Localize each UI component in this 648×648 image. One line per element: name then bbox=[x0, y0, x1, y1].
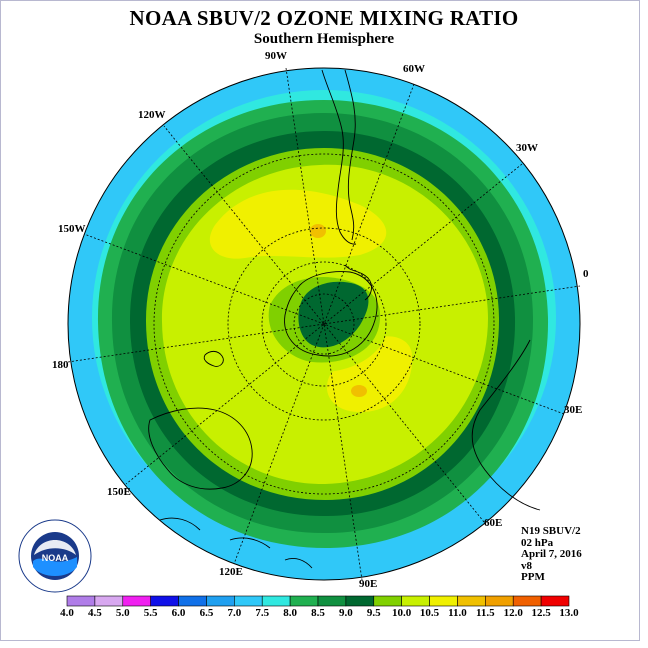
lon-label-120w: 120W bbox=[138, 109, 166, 121]
colorbar-tick-label: 7.0 bbox=[227, 607, 242, 619]
colorbar-swatch bbox=[345, 595, 375, 607]
colorbar-swatch bbox=[178, 595, 207, 607]
meridian-60e-120w bbox=[163, 125, 485, 523]
band-10.5-west bbox=[209, 189, 387, 259]
meridian-30w-150e bbox=[125, 163, 523, 485]
colorbar-tick-label: 6.5 bbox=[199, 607, 214, 619]
lon-label-120e: 120E bbox=[219, 566, 243, 578]
colorbar-swatch bbox=[457, 595, 486, 607]
lon-label-30e: 30E bbox=[564, 404, 583, 416]
indonesia-islands bbox=[159, 517, 313, 569]
colorbar-swatch bbox=[512, 595, 542, 607]
colorbar-swatch bbox=[429, 595, 458, 607]
lon-label-150w: 150W bbox=[58, 223, 86, 235]
colorbar-tick-label: 9.0 bbox=[339, 607, 353, 619]
colorbar-tick-label: 11.0 bbox=[448, 607, 467, 619]
colorbar bbox=[66, 595, 570, 607]
band-11.0-east bbox=[351, 385, 367, 397]
colorbar-swatch bbox=[234, 595, 263, 607]
colorbar-tick-label: 12.5 bbox=[531, 607, 551, 619]
noaa-logo: NOAA bbox=[18, 519, 92, 593]
lon-label-0: 0 bbox=[583, 268, 589, 280]
colorbar-tick-label: 5.5 bbox=[143, 607, 158, 619]
map-title: NOAA SBUV/2 OZONE MIXING RATIO bbox=[129, 6, 519, 30]
colorbar-tick-label: 10.5 bbox=[419, 607, 440, 619]
info-instrument: N19 SBUV/2 bbox=[521, 525, 581, 537]
lon-label-30w: 30W bbox=[516, 142, 538, 154]
antarctic-peninsula bbox=[344, 264, 372, 301]
band-11.0-west bbox=[310, 224, 326, 238]
australia-coast bbox=[148, 407, 253, 490]
new-zealand-coast bbox=[203, 350, 224, 367]
noaa-logo-text: NOAA bbox=[42, 553, 69, 563]
colorbar-tick-label: 9.5 bbox=[366, 607, 381, 619]
colorbar-tick-label: 10.0 bbox=[392, 607, 412, 619]
lon-label-60w: 60W bbox=[403, 63, 425, 75]
colorbar-swatch bbox=[94, 595, 124, 607]
colorbar-swatch bbox=[66, 595, 96, 607]
colorbar-tick-label: 11.5 bbox=[476, 607, 495, 619]
lat-circle-80 bbox=[293, 293, 355, 355]
info-units: PPM bbox=[521, 571, 545, 584]
colorbar-swatch bbox=[261, 595, 291, 607]
colorbar-tick-label: 8.0 bbox=[283, 607, 297, 619]
lat-circle-40 bbox=[153, 153, 495, 495]
colorbar-tick-label: 7.5 bbox=[255, 607, 270, 619]
colorbar-swatch bbox=[150, 595, 179, 607]
map-border bbox=[67, 67, 581, 581]
lat-circle-70 bbox=[261, 261, 387, 387]
map-subtitle: Southern Hemisphere bbox=[253, 31, 395, 47]
colorbar-swatch bbox=[289, 595, 319, 607]
info-block: N19 SBUV/2 02 hPa April 7, 2016 v8 PPM bbox=[521, 525, 582, 584]
colorbar-swatch bbox=[206, 595, 235, 607]
colorbar-tick-label: 6.0 bbox=[171, 607, 186, 619]
colorbar-tick-label: 5.0 bbox=[115, 607, 130, 619]
colorbar-swatch bbox=[485, 595, 514, 607]
colorbar-swatch bbox=[373, 595, 402, 607]
antarctica-coast bbox=[284, 271, 378, 357]
colorbar-tick-labels: 4.0 4.5 5.0 5.5 6.0 6.5 7.0 7.5 8.0 8.5 9.0 9.5 10.0… bbox=[0, 607, 648, 621]
lon-label-180: 180 bbox=[52, 359, 69, 371]
colorbar-swatch bbox=[401, 595, 430, 607]
coastlines bbox=[148, 69, 541, 569]
lon-label-90e: 90E bbox=[359, 578, 378, 590]
colorbar-tick-label: 12.0 bbox=[503, 607, 523, 619]
lat-circle-60 bbox=[227, 227, 421, 421]
lon-label-90w: 90W bbox=[265, 50, 287, 62]
info-date: April 7, 2016 bbox=[521, 548, 582, 561]
lon-label-150e: 150E bbox=[107, 486, 131, 498]
colorbar-tick-label: 4.0 bbox=[60, 607, 74, 619]
info-version: v8 bbox=[521, 559, 532, 572]
colorbar-swatch bbox=[317, 595, 347, 607]
graticule bbox=[67, 67, 581, 581]
info-level: 02 hPa bbox=[521, 536, 554, 549]
africa-coast bbox=[471, 339, 541, 511]
lon-label-60e: 60E bbox=[484, 517, 503, 529]
colorbar-tick-label: 4.5 bbox=[88, 607, 102, 619]
south-america-coast bbox=[321, 69, 357, 245]
colorbar-tick-label: 13.0 bbox=[559, 607, 579, 619]
colorbar-swatch bbox=[540, 595, 570, 607]
meridian-30e-150w bbox=[83, 233, 565, 415]
colorbar-tick-label: 8.5 bbox=[311, 607, 325, 619]
colorbar-swatch bbox=[122, 595, 151, 607]
